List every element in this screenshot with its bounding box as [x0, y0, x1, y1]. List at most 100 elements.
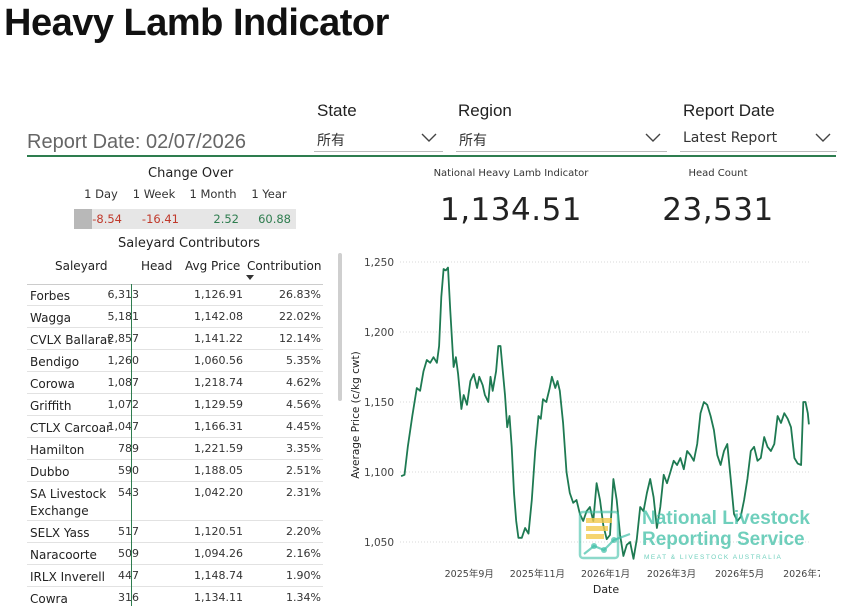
table-row[interactable]: CTLX Carcoar 1,047 1,166.31 4.45%: [27, 416, 323, 438]
table-row[interactable]: Griffith 1,072 1,129.59 4.56%: [27, 394, 323, 416]
change-over-header-1-week: 1 Week: [132, 187, 176, 201]
table-row[interactable]: Wagga 5,181 1,142.08 22.02%: [27, 306, 323, 328]
contribution-cell: 4.45%: [286, 420, 321, 433]
head-cell: 1,260: [107, 354, 140, 367]
head-cell: 316: [118, 591, 139, 604]
table-row[interactable]: Bendigo 1,260 1,060.56 5.35%: [27, 350, 323, 372]
avg-price-cell: 1,218.74: [194, 376, 243, 389]
avg-price-cell: 1,129.59: [194, 398, 243, 411]
head-cell: 5,181: [107, 310, 140, 323]
chevron-down-icon: [645, 133, 661, 142]
x-tick-label: 2026年1月: [581, 568, 630, 580]
head-cell: 509: [118, 547, 139, 560]
saleyard-cell: SELX Yass: [30, 526, 90, 540]
table-row[interactable]: Cowra 316 1,134.11 1.34%: [27, 587, 323, 606]
head-cell: 1,072: [107, 398, 140, 411]
column-header-head[interactable]: Head: [141, 259, 173, 273]
table-row[interactable]: Hamilton 789 1,221.59 3.35%: [27, 438, 323, 460]
avg-price-cell: 1,141.22: [194, 332, 243, 345]
table-header-divider: [27, 284, 323, 285]
nlrs-logo-tagline: MEAT & LIVESTOCK AUSTRALIA: [644, 554, 783, 561]
x-tick-label: 2026年3月: [647, 568, 696, 580]
head-cell: 590: [118, 464, 139, 477]
report-date-filter-label: Report Date: [683, 101, 775, 120]
saleyard-cell: Dubbo: [30, 465, 70, 479]
table-scrollbar[interactable]: [338, 253, 342, 401]
contribution-cell: 2.31%: [286, 486, 321, 499]
table-row[interactable]: Forbes 6,313 1,126.91 26.83%: [27, 284, 323, 306]
region-dropdown-value: 所有: [459, 133, 487, 149]
chevron-down-icon: [815, 133, 831, 142]
saleyard-cell: Cowra: [30, 592, 68, 606]
change-over-header-1-day: 1 Day: [84, 187, 118, 201]
page-title: Heavy Lamb Indicator: [4, 2, 389, 44]
table-row[interactable]: SELX Yass 517 1,120.51 2.20%: [27, 521, 323, 543]
avg-price-cell: 1,042.20: [194, 486, 243, 499]
nlrs-logo-icon: [578, 510, 631, 560]
avg-price-cell: 1,060.56: [194, 354, 243, 367]
x-axis-label: Date: [593, 583, 620, 596]
chevron-down-icon: [421, 133, 437, 142]
contribution-cell: 2.20%: [286, 525, 321, 538]
column-header-contribution[interactable]: Contribution: [247, 259, 322, 273]
change-over-1-day-value: -8.54: [92, 212, 122, 226]
change-over-1-year-value: 60.88: [258, 212, 291, 226]
saleyard-cell: Griffith: [30, 399, 72, 413]
contribution-cell: 4.56%: [286, 398, 321, 411]
contribution-cell: 22.02%: [279, 310, 321, 323]
head-cell: 6,313: [107, 288, 140, 301]
table-row[interactable]: SA Livestock Exchange 543 1,042.20 2.31%: [27, 482, 323, 521]
change-over-values-bar: [74, 209, 296, 229]
y-tick-label: 1,250: [364, 257, 394, 269]
avg-price-cell: 1,134.11: [194, 591, 243, 604]
x-tick-label: 2025年9月: [445, 568, 494, 580]
avg-price-cell: 1,221.59: [194, 442, 243, 455]
y-tick-label: 1,200: [364, 327, 394, 339]
saleyard-cell: Naracoorte: [30, 548, 97, 562]
nlrs-logo-text-line2: Reporting Service: [642, 529, 805, 550]
column-header-saleyard[interactable]: Saleyard: [55, 259, 108, 273]
avg-price-cell: 1,120.51: [194, 525, 243, 538]
head-cell: 789: [118, 442, 139, 455]
region-dropdown[interactable]: 所有: [456, 126, 667, 152]
contribution-cell: 1.34%: [286, 591, 321, 604]
state-dropdown-value: 所有: [317, 133, 345, 149]
table-row[interactable]: Corowa 1,087 1,218.74 4.62%: [27, 372, 323, 394]
table-row[interactable]: IRLX Inverell 447 1,148.74 1.90%: [27, 565, 323, 587]
saleyard-cell: CTLX Carcoar: [30, 421, 112, 435]
avg-price-cell: 1,142.08: [194, 310, 243, 323]
state-dropdown[interactable]: 所有: [314, 126, 443, 152]
x-tick-label: 2026年7月: [783, 568, 820, 580]
contribution-cell: 26.83%: [279, 288, 321, 301]
saleyard-cell: Wagga: [30, 311, 72, 325]
state-filter-label: State: [317, 101, 357, 120]
change-over-header-1-year: 1 Year: [251, 187, 287, 201]
price-line-chart[interactable]: 1,050 1,100 1,150 1,200 1,250 2025年9月 2025年11…: [340, 245, 820, 600]
nlrs-logo-text-line1: National Livestock: [642, 508, 810, 529]
y-axis-label: Average Price (c/kg cwt): [350, 351, 362, 478]
contribution-cell: 4.62%: [286, 376, 321, 389]
head-cell: 543: [118, 486, 139, 499]
head-cell: 447: [118, 569, 139, 582]
change-over-values-bar-edge: [74, 209, 92, 229]
header-divider: [27, 155, 836, 157]
table-row[interactable]: Naracoorte 509 1,094.26 2.16%: [27, 543, 323, 565]
saleyard-contributors-title: Saleyard Contributors: [118, 236, 260, 251]
head-cell: 1,047: [107, 420, 140, 433]
head-count-value: 23,531: [662, 192, 774, 228]
column-header-avg-price[interactable]: Avg Price: [185, 259, 241, 273]
avg-price-cell: 1,126.91: [194, 288, 243, 301]
report-date-text: Report Date: 02/07/2026: [27, 131, 247, 153]
contribution-cell: 2.51%: [286, 464, 321, 477]
table-row[interactable]: CVLX Ballarat 2,857 1,141.22 12.14%: [27, 328, 323, 350]
avg-price-cell: 1,148.74: [194, 569, 243, 582]
y-tick-label: 1,050: [364, 537, 394, 549]
sort-descending-icon[interactable]: [246, 275, 254, 280]
report-date-dropdown-value: Latest Report: [683, 130, 778, 146]
report-date-dropdown[interactable]: Latest Report: [680, 126, 837, 152]
avg-price-cell: 1,166.31: [194, 420, 243, 433]
table-row[interactable]: Dubbo 590 1,188.05 2.51%: [27, 460, 323, 482]
saleyard-cell: CVLX Ballarat: [30, 333, 112, 347]
change-over-header-1-month: 1 Month: [189, 187, 237, 201]
contribution-cell: 1.90%: [286, 569, 321, 582]
